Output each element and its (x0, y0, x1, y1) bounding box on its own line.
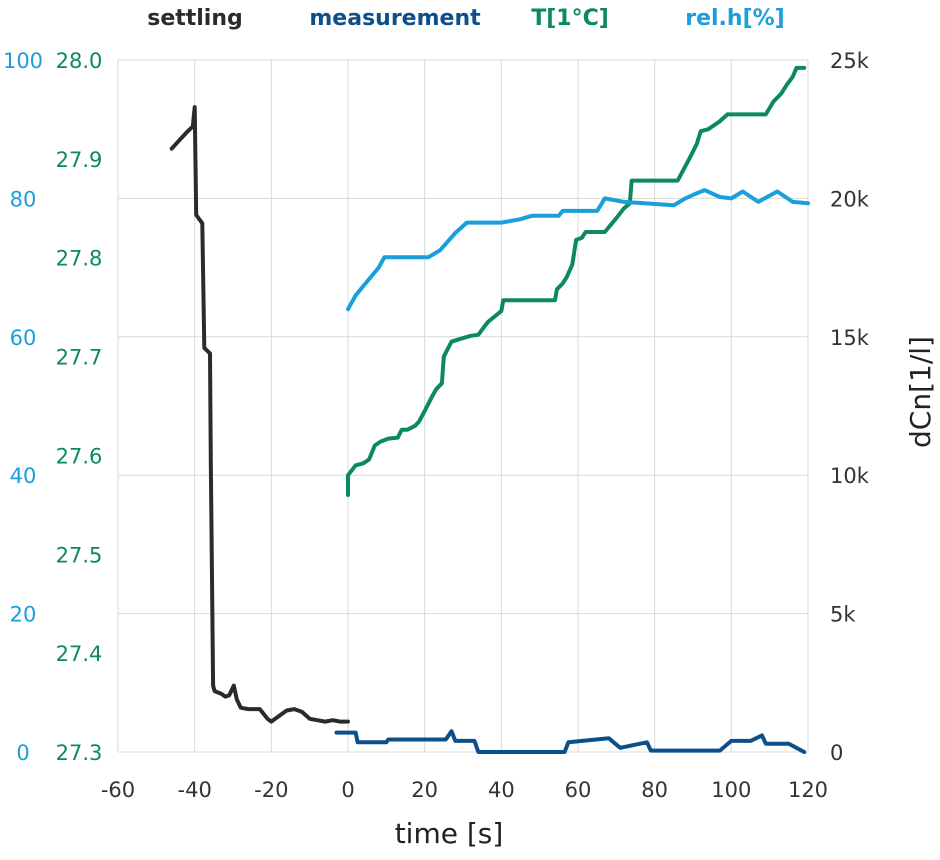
series-lines (169, 65, 810, 754)
right-tick-label: 25k (830, 49, 870, 73)
x-tick-label: 100 (711, 778, 751, 802)
x-tick-label: 40 (488, 778, 515, 802)
gridlines (117, 59, 809, 753)
rh-tick-label: 0 (16, 741, 29, 765)
temp-tick-label: 27.9 (56, 148, 103, 172)
series-line-rel-h (346, 188, 810, 312)
temp-tick-label: 27.4 (56, 642, 103, 666)
temp-tick-label: 27.7 (56, 346, 103, 370)
right-axis-title: dCn[1/l] (904, 336, 937, 448)
series-line-measurement (334, 729, 807, 754)
legend-entry: measurement (309, 6, 481, 31)
x-tick-label: 20 (411, 778, 438, 802)
rh-tick-label: 60 (10, 326, 37, 350)
rh-tick-label: 20 (10, 603, 37, 627)
x-tick-label: 0 (341, 778, 354, 802)
legend-entry: T[1°C] (531, 6, 609, 31)
temp-tick-label: 28.0 (56, 49, 103, 73)
legend-entry: settling (147, 6, 243, 31)
x-tick-label: 60 (565, 778, 592, 802)
right-tick-label: 5k (830, 603, 856, 627)
right-tick-label: 20k (830, 187, 870, 211)
x-axis-title: time [s] (395, 817, 504, 850)
rh-tick-label: 100 (3, 49, 43, 73)
right-tick-label: 0 (830, 741, 843, 765)
temp-tick-label: 27.8 (56, 247, 103, 271)
temp-tick-label: 27.5 (56, 543, 103, 567)
x-tick-label: -40 (178, 778, 212, 802)
x-tick-label: 120 (788, 778, 828, 802)
legend-entry: rel.h[%] (685, 6, 784, 31)
x-tick-label: 80 (641, 778, 668, 802)
temp-tick-label: 27.3 (56, 741, 103, 765)
legend: settling measurement T[1°C] rel.h[%] (147, 6, 785, 31)
rh-tick-label: 80 (10, 187, 37, 211)
series-line-settling (169, 105, 350, 724)
x-tick-label: -20 (254, 778, 288, 802)
right-tick-label: 10k (830, 464, 870, 488)
rh-tick-label: 40 (10, 464, 37, 488)
temp-tick-label: 27.6 (56, 444, 103, 468)
right-tick-label: 15k (830, 326, 870, 350)
series-line-t-1-c (346, 65, 807, 497)
x-tick-label: -60 (101, 778, 135, 802)
tick-labels: -60 -40 -20 0 20 40 60 80 100 12005k10k15k20k25k0… (3, 49, 870, 802)
